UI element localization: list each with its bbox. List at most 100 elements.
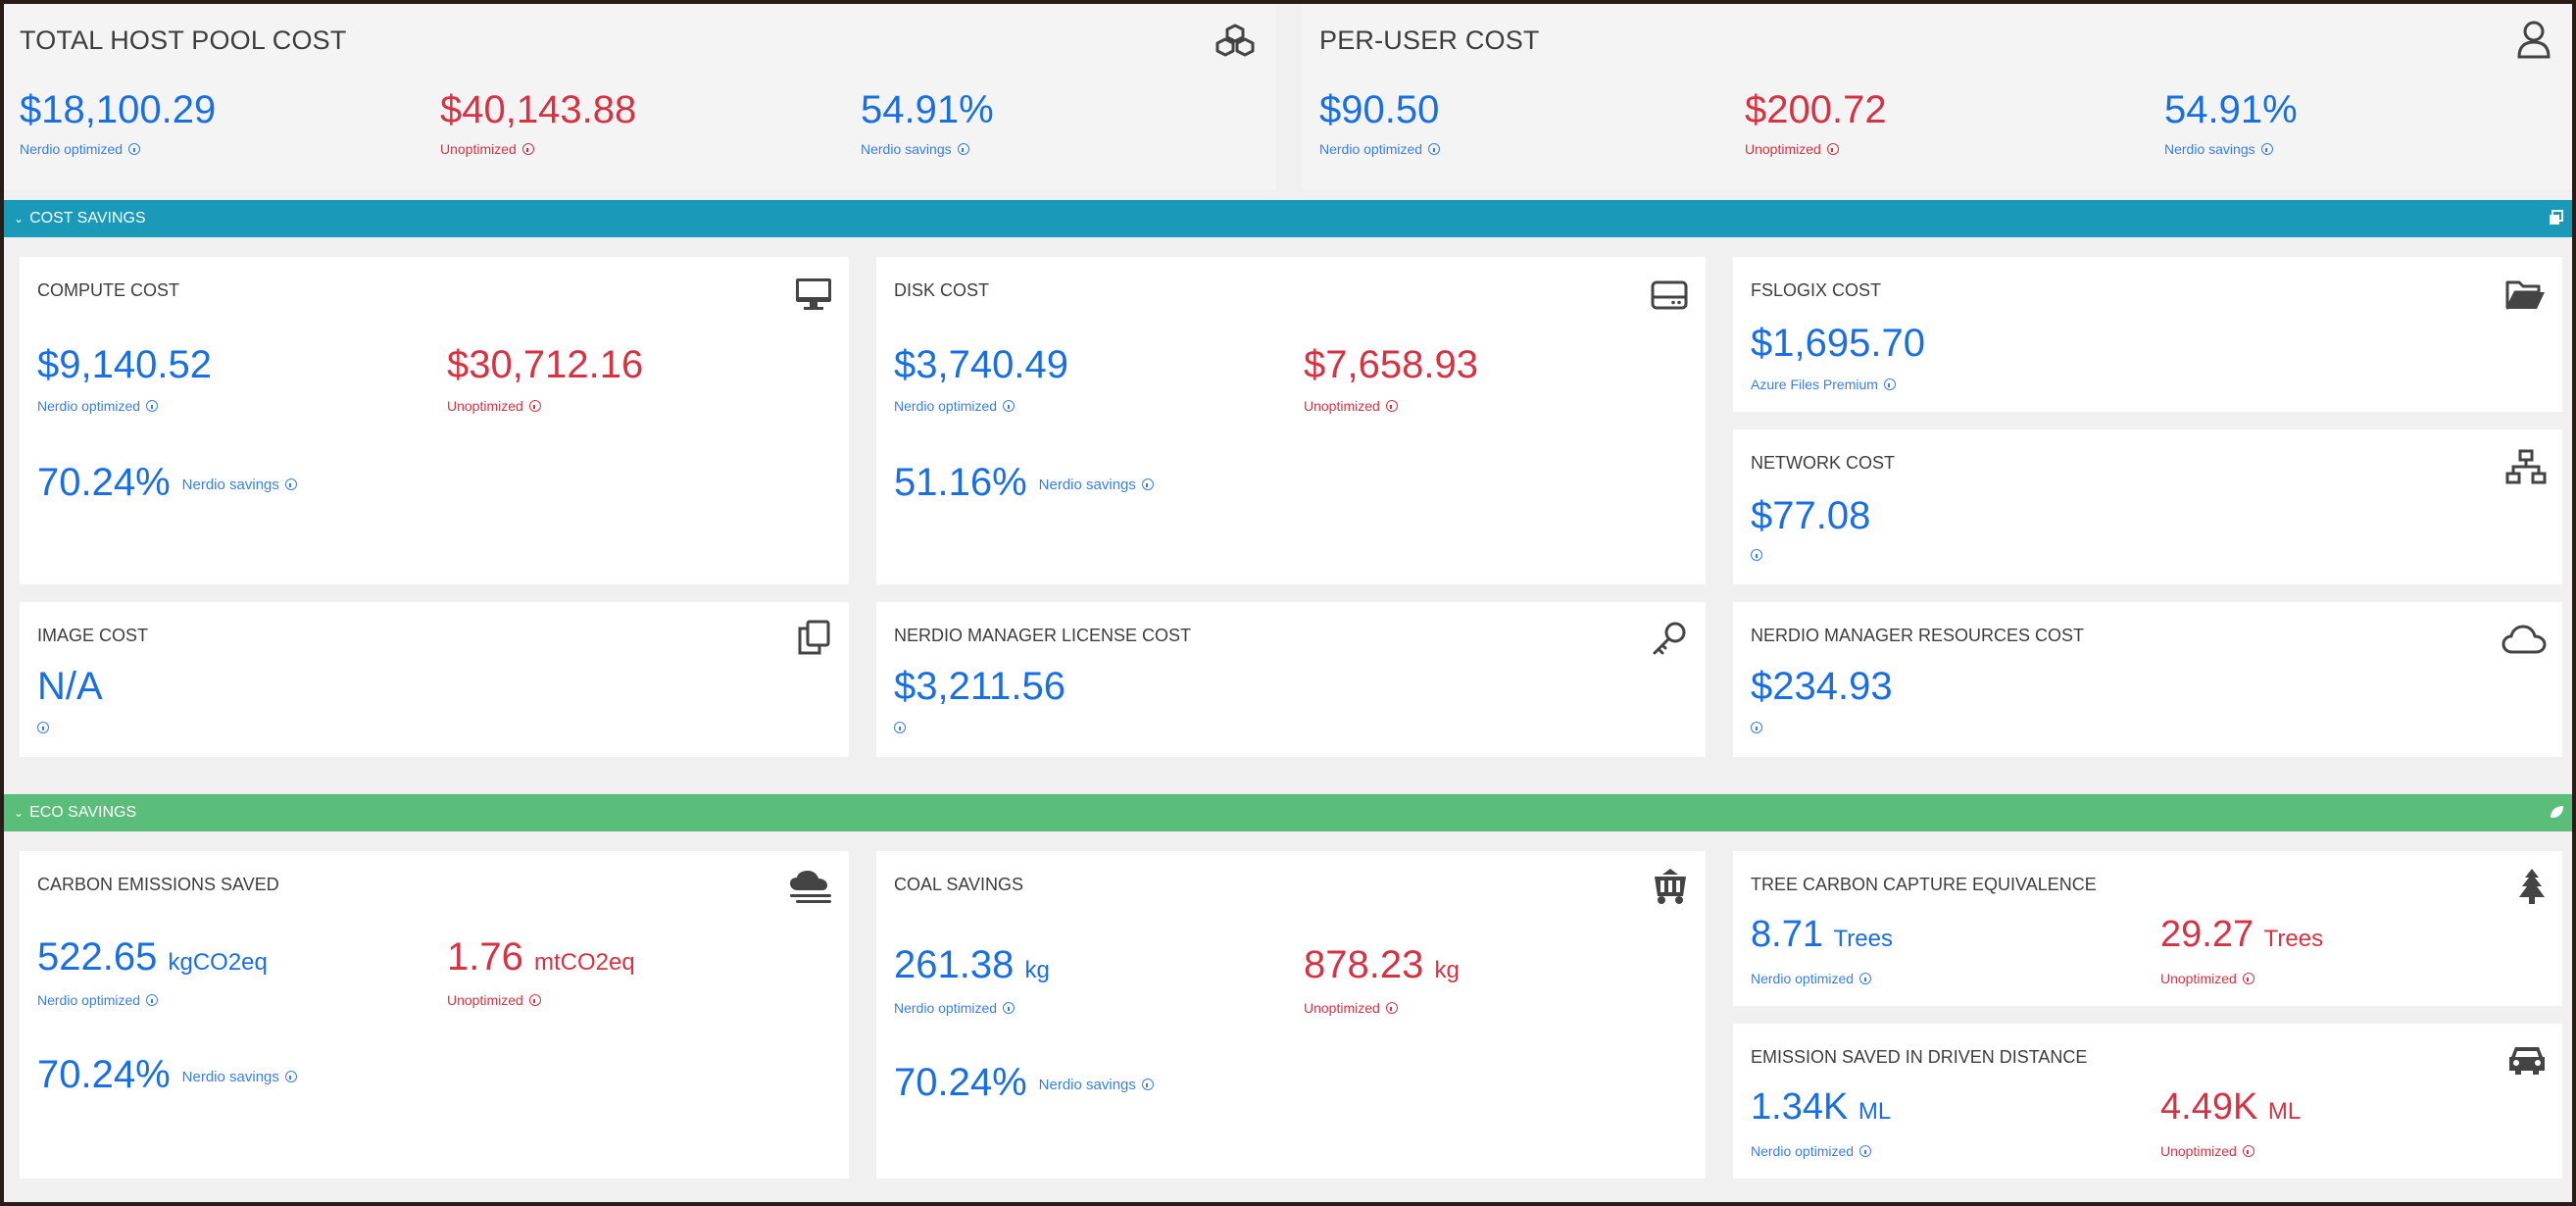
image-cost-card: IMAGE COST N/A	[20, 602, 849, 757]
info-icon[interactable]	[1883, 378, 1896, 390]
card-title: TREE CARBON CAPTURE EQUIVALENCE	[1751, 875, 2097, 894]
info-icon[interactable]	[957, 143, 969, 155]
optimized-value: $18,100.29	[20, 88, 217, 131]
optimized-label: Nerdio optimized	[894, 398, 1016, 414]
section-label: COST SAVINGS	[29, 210, 146, 226]
savings-row: 70.24% Nerdio savings	[37, 461, 297, 505]
savings-label: Nerdio savings	[861, 141, 969, 157]
value-label	[1751, 722, 1762, 733]
info-icon[interactable]	[528, 994, 541, 1006]
value-label	[37, 722, 49, 733]
chevron-down-icon: ⌄	[14, 212, 25, 226]
disk-cost-card: DISK COST $3,740.49 Nerdio optimized $7,…	[876, 257, 1706, 584]
eco-savings-section-toggle[interactable]: ⌄ ECO SAVINGS	[4, 794, 2572, 831]
card-title: PER-USER COST	[1319, 25, 1540, 55]
optimized-value: 8.71 Trees	[1751, 914, 1893, 955]
hard-drive-icon	[1651, 280, 1688, 310]
resources-cost-card: NERDIO MANAGER RESOURCES COST $234.93	[1733, 602, 2562, 757]
info-icon[interactable]	[1385, 400, 1398, 412]
optimized-value: 1.34K ML	[1751, 1086, 1892, 1128]
key-icon	[1653, 622, 1686, 655]
value: N/A	[37, 665, 103, 708]
mine-cart-icon	[1655, 869, 1686, 904]
optimized-label: Nerdio optimized	[1751, 971, 1872, 986]
unoptimized-value: $30,712.16	[447, 343, 644, 386]
value-label	[1751, 549, 1762, 561]
info-icon[interactable]	[1859, 1145, 1872, 1157]
dashboard: TOTAL HOST POOL COST $18,100.29 Nerdio o…	[4, 4, 2572, 1202]
unoptimized-label: Unoptimized	[2160, 1143, 2254, 1159]
per-user-cost-card: PER-USER COST $90.50 Nerdio optimized $2…	[1302, 4, 2572, 190]
unoptimized-label: Unoptimized	[447, 992, 541, 1008]
info-icon[interactable]	[146, 400, 159, 412]
info-icon[interactable]	[1385, 1002, 1398, 1014]
info-icon[interactable]	[1751, 549, 1762, 561]
card-title: TOTAL HOST POOL COST	[20, 25, 347, 55]
unoptimized-value: 1.76 mtCO2eq	[447, 935, 635, 979]
network-icon	[2505, 449, 2547, 484]
leaf-icon[interactable]	[2549, 804, 2564, 820]
info-icon[interactable]	[528, 400, 541, 412]
unoptimized-value: $7,658.93	[1304, 343, 1478, 386]
driven-distance-card: EMISSION SAVED IN DRIVEN DISTANCE 1.34K …	[1733, 1024, 2562, 1179]
carbon-emissions-card: CARBON EMISSIONS SAVED 522.65 kgCO2eq Ne…	[20, 851, 849, 1179]
info-icon[interactable]	[2242, 973, 2254, 984]
optimized-label: Nerdio optimized	[1751, 1143, 1872, 1159]
info-icon[interactable]	[1826, 143, 1839, 155]
cubes-icon	[1215, 24, 1255, 57]
copy-icon[interactable]	[2549, 210, 2564, 226]
info-icon[interactable]	[1428, 143, 1441, 155]
monitor-icon	[796, 278, 831, 310]
info-icon[interactable]	[1141, 478, 1154, 491]
optimized-value: $3,740.49	[894, 343, 1068, 386]
cloud-icon	[2502, 625, 2547, 654]
savings-row: 70.24% Nerdio savings	[894, 1061, 1154, 1105]
unoptimized-label: Unoptimized	[1745, 141, 1839, 157]
unoptimized-label: Unoptimized	[447, 398, 541, 414]
info-icon[interactable]	[146, 994, 159, 1006]
optimized-value: 261.38 kg	[894, 943, 1050, 986]
card-title: CARBON EMISSIONS SAVED	[37, 875, 279, 894]
section-label: ECO SAVINGS	[29, 804, 137, 821]
compute-cost-card: COMPUTE COST $9,140.52 Nerdio optimized …	[20, 257, 849, 584]
card-title: FSLOGIX COST	[1751, 280, 1882, 300]
card-title: NERDIO MANAGER RESOURCES COST	[1751, 626, 2085, 645]
unoptimized-label: Unoptimized	[2160, 971, 2254, 986]
savings-label: Nerdio savings	[2164, 141, 2273, 157]
info-icon[interactable]	[1751, 722, 1762, 733]
optimized-label: Nerdio optimized	[1319, 141, 1441, 157]
unoptimized-value: $200.72	[1745, 88, 1887, 131]
fslogix-cost-card: FSLOGIX COST $1,695.70 Azure Files Premi…	[1733, 257, 2562, 412]
info-icon[interactable]	[128, 143, 141, 155]
info-icon[interactable]	[1003, 400, 1016, 412]
info-icon[interactable]	[1859, 973, 1872, 984]
optimized-label: Nerdio optimized	[37, 398, 159, 414]
card-title: NERDIO MANAGER LICENSE COST	[894, 626, 1192, 645]
optimized-value: $90.50	[1319, 88, 1440, 131]
card-title: EMISSION SAVED IN DRIVEN DISTANCE	[1751, 1047, 2088, 1067]
optimized-label: Nerdio optimized	[37, 992, 159, 1008]
info-icon[interactable]	[284, 478, 297, 491]
chevron-down-icon: ⌄	[14, 806, 25, 820]
tree-carbon-card: TREE CARBON CAPTURE EQUIVALENCE 8.71 Tre…	[1733, 851, 2562, 1006]
unoptimized-value: 878.23 kg	[1304, 943, 1460, 986]
info-icon[interactable]	[1003, 1002, 1016, 1014]
info-icon[interactable]	[1141, 1079, 1154, 1091]
optimized-label: Nerdio optimized	[894, 1000, 1016, 1016]
car-icon	[2509, 1047, 2545, 1075]
info-icon[interactable]	[284, 1071, 297, 1083]
unoptimized-value: $40,143.88	[440, 88, 637, 131]
unoptimized-label: Unoptimized	[440, 141, 534, 157]
value-label	[894, 722, 906, 733]
savings-value: 54.91%	[2164, 88, 2298, 131]
network-cost-card: NETWORK COST $77.08	[1733, 429, 2562, 584]
info-icon[interactable]	[521, 143, 534, 155]
info-icon[interactable]	[2260, 143, 2273, 155]
optimized-label: Nerdio optimized	[20, 141, 141, 157]
cloud-smog-icon	[790, 871, 831, 903]
info-icon[interactable]	[37, 722, 49, 733]
cost-savings-section-toggle[interactable]: ⌄ COST SAVINGS	[4, 200, 2572, 237]
info-icon[interactable]	[894, 722, 906, 733]
info-icon[interactable]	[2242, 1145, 2254, 1157]
unoptimized-value: 4.49K ML	[2160, 1086, 2302, 1128]
